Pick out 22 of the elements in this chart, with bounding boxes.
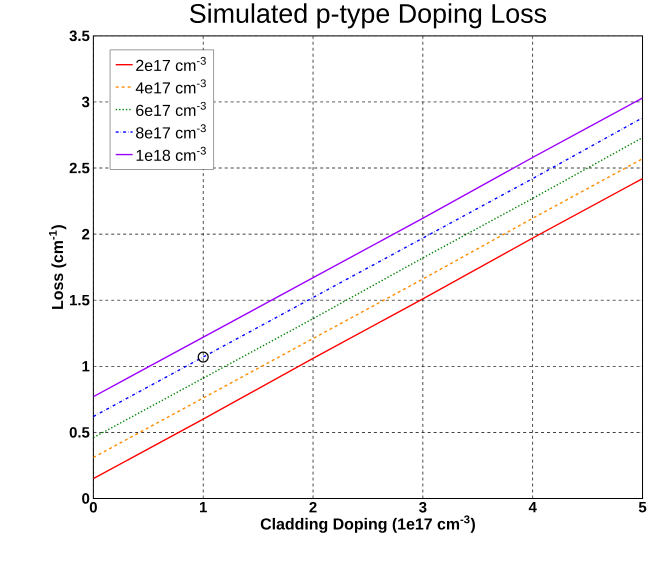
x-tick-label: 2 — [309, 502, 317, 512]
y-tick-label: 0.5 — [70, 426, 90, 438]
y-tick-label: 2 — [82, 228, 90, 240]
y-tick-label: 0 — [82, 492, 90, 504]
y-tick-label: 1.5 — [70, 294, 90, 306]
x-tick-label: 5 — [638, 502, 646, 512]
y-tick-label: 2.5 — [70, 162, 90, 174]
y-tick-label: 3 — [82, 96, 90, 107]
x-tick-label: 0 — [90, 502, 97, 512]
x-tick-label: 1 — [200, 502, 207, 512]
legend-label: 8e17 cm$^{-3}$ — [136, 124, 206, 138]
legend-label: 6e17 cm$^{-3}$ — [136, 102, 206, 116]
x-axis-title: Cladding Doping (1e17 cm$^{-3}$) — [260, 515, 475, 533]
y-tick-label: 3.5 — [69, 30, 90, 41]
legend-label: 4e17 cm$^{-3}$ — [136, 79, 206, 94]
y-axis-title: Loss (cm$^{-1}$) — [49, 224, 66, 309]
legend-label: 2e17 cm$^{-3}$ — [136, 56, 206, 71]
x-tick-label: 3 — [419, 502, 426, 512]
x-tick-label: 4 — [528, 502, 537, 512]
legend-label: 1e18 cm$^{-3}$ — [136, 146, 206, 161]
y-tick-label: 1 — [82, 360, 90, 372]
chart-title: Simulated p-type Doping Loss — [190, 3, 546, 28]
